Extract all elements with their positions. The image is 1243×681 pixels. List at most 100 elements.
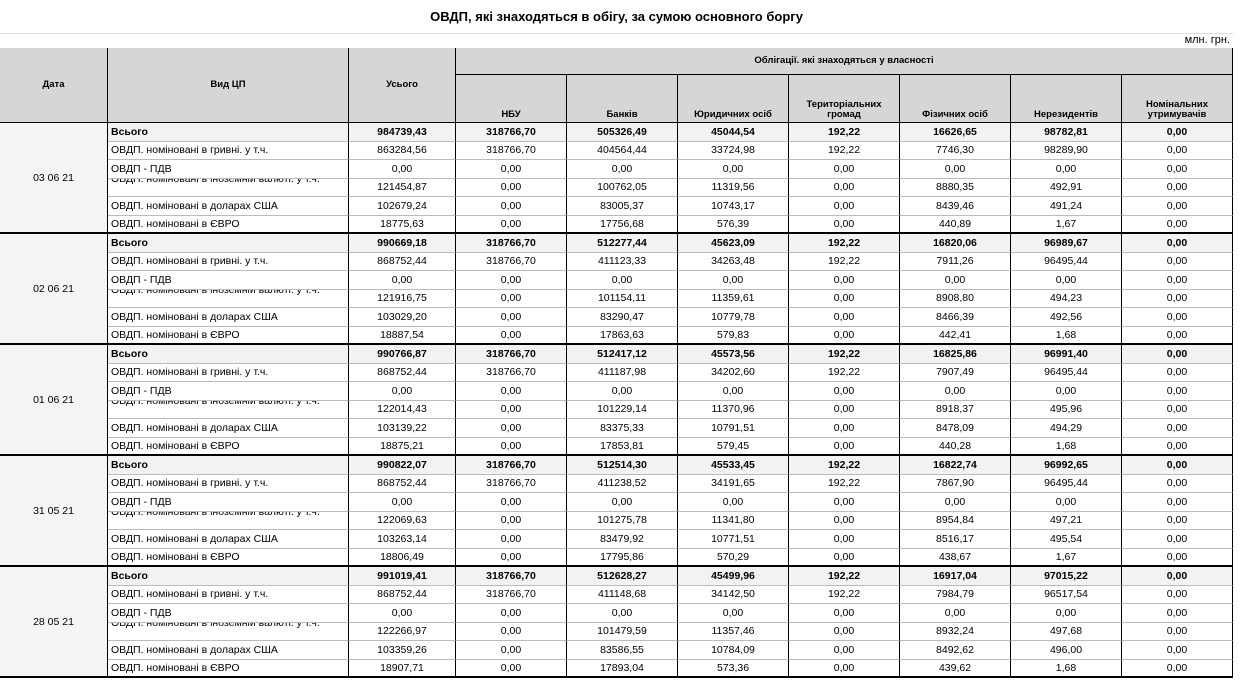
value-cell: 122069,63 bbox=[349, 511, 456, 530]
value-cell: 11370,96 bbox=[678, 400, 789, 419]
value-cell: 0,00 bbox=[1122, 197, 1233, 216]
value-cell: 8908,80 bbox=[900, 289, 1011, 308]
value-cell: 45499,96 bbox=[678, 567, 789, 586]
security-type: ОВДП. номіновані в гривні. у т.ч. bbox=[108, 474, 349, 493]
value-cell: 1,67 bbox=[1011, 215, 1122, 234]
value-cell: 0,00 bbox=[1122, 567, 1233, 586]
value-cell: 1,68 bbox=[1011, 437, 1122, 456]
value-cell: 0,00 bbox=[900, 604, 1011, 623]
value-cell: 0,00 bbox=[456, 178, 567, 197]
value-cell: 576,39 bbox=[678, 215, 789, 234]
value-cell: 192,22 bbox=[789, 363, 900, 382]
security-type: ОВДП. номіновані в гривні. у т.ч. bbox=[108, 363, 349, 382]
value-cell: 96991,40 bbox=[1011, 345, 1122, 364]
value-cell: 0,00 bbox=[789, 419, 900, 438]
value-cell: 0,00 bbox=[456, 641, 567, 660]
security-type: ОВДП. номіновані в гривні. у т.ч. bbox=[108, 141, 349, 160]
value-cell: 102679,24 bbox=[349, 197, 456, 216]
value-cell: 0,00 bbox=[456, 215, 567, 234]
value-cell: 192,22 bbox=[789, 456, 900, 475]
value-cell: 0,00 bbox=[789, 548, 900, 567]
value-cell: 34202,60 bbox=[678, 363, 789, 382]
value-cell: 16822,74 bbox=[900, 456, 1011, 475]
header-date: Дата bbox=[0, 48, 108, 123]
value-cell: 512514,30 bbox=[567, 456, 678, 475]
value-cell: 0,00 bbox=[678, 493, 789, 512]
value-cell: 8439,46 bbox=[900, 197, 1011, 216]
value-cell: 0,00 bbox=[1122, 160, 1233, 179]
value-cell: 0,00 bbox=[678, 271, 789, 290]
value-cell: 1,67 bbox=[1011, 548, 1122, 567]
value-cell: 83005,37 bbox=[567, 197, 678, 216]
value-cell: 8954,84 bbox=[900, 511, 1011, 530]
security-type: ОВДП - ПДВ bbox=[108, 271, 349, 290]
value-cell: 192,22 bbox=[789, 345, 900, 364]
value-cell: 100762,05 bbox=[567, 178, 678, 197]
value-cell: 0,00 bbox=[1122, 641, 1233, 660]
value-cell: 0,00 bbox=[789, 437, 900, 456]
security-type: ОВДП. номіновані в іноземній валюті. у т… bbox=[108, 622, 349, 641]
value-cell: 497,68 bbox=[1011, 622, 1122, 641]
value-cell: 512277,44 bbox=[567, 234, 678, 253]
value-cell: 0,00 bbox=[1122, 345, 1233, 364]
value-cell: 984739,43 bbox=[349, 123, 456, 142]
value-cell: 8516,17 bbox=[900, 530, 1011, 549]
header-owner: Територіальних громад bbox=[789, 75, 900, 123]
value-cell: 0,00 bbox=[1122, 178, 1233, 197]
value-cell: 318766,70 bbox=[456, 456, 567, 475]
header-owner: Номінальних утримувачів bbox=[1122, 75, 1233, 123]
value-cell: 192,22 bbox=[789, 252, 900, 271]
value-cell: 0,00 bbox=[456, 437, 567, 456]
value-cell: 0,00 bbox=[349, 160, 456, 179]
security-type: ОВДП. номіновані в гривні. у т.ч. bbox=[108, 252, 349, 271]
wrapped-text: ОВДП. номіновані в іноземній валюті. у т… bbox=[111, 511, 320, 518]
security-type: Всього bbox=[108, 567, 349, 586]
value-cell: 45533,45 bbox=[678, 456, 789, 475]
value-cell: 0,00 bbox=[1011, 271, 1122, 290]
value-cell: 0,00 bbox=[1122, 530, 1233, 549]
value-cell: 45573,56 bbox=[678, 345, 789, 364]
value-cell: 18875,21 bbox=[349, 437, 456, 456]
security-type: ОВДП. номіновані в ЄВРО bbox=[108, 548, 349, 567]
value-cell: 318766,70 bbox=[456, 474, 567, 493]
header-owner: Банків bbox=[567, 75, 678, 123]
value-cell: 96517,54 bbox=[1011, 585, 1122, 604]
security-type: ОВДП. номіновані в ЄВРО bbox=[108, 437, 349, 456]
security-type: ОВДП. номіновані в ЄВРО bbox=[108, 326, 349, 345]
value-cell: 11319,56 bbox=[678, 178, 789, 197]
value-cell: 0,00 bbox=[1122, 215, 1233, 234]
security-type: ОВДП. номіновані в іноземній валюті. у т… bbox=[108, 289, 349, 308]
value-cell: 570,29 bbox=[678, 548, 789, 567]
value-cell: 103029,20 bbox=[349, 308, 456, 327]
value-cell: 0,00 bbox=[1122, 456, 1233, 475]
value-cell: 0,00 bbox=[789, 160, 900, 179]
value-cell: 192,22 bbox=[789, 123, 900, 142]
value-cell: 0,00 bbox=[456, 511, 567, 530]
value-cell: 192,22 bbox=[789, 234, 900, 253]
security-type: ОВДП. номіновані в гривні. у т.ч. bbox=[108, 585, 349, 604]
value-cell: 10784,09 bbox=[678, 641, 789, 660]
value-cell: 8918,37 bbox=[900, 400, 1011, 419]
value-cell: 990766,87 bbox=[349, 345, 456, 364]
value-cell: 0,00 bbox=[567, 271, 678, 290]
value-cell: 83375,33 bbox=[567, 419, 678, 438]
wrapped-text: ОВДП. номіновані в іноземній валюті. у т… bbox=[111, 289, 320, 296]
value-cell: 868752,44 bbox=[349, 474, 456, 493]
value-cell: 192,22 bbox=[789, 567, 900, 586]
value-cell: 17853,81 bbox=[567, 437, 678, 456]
value-cell: 0,00 bbox=[456, 382, 567, 401]
security-type: ОВДП - ПДВ bbox=[108, 382, 349, 401]
value-cell: 16825,86 bbox=[900, 345, 1011, 364]
value-cell: 0,00 bbox=[1122, 659, 1233, 678]
value-cell: 45623,09 bbox=[678, 234, 789, 253]
value-cell: 34191,65 bbox=[678, 474, 789, 493]
value-cell: 0,00 bbox=[349, 604, 456, 623]
value-cell: 10743,17 bbox=[678, 197, 789, 216]
value-cell: 0,00 bbox=[1122, 474, 1233, 493]
value-cell: 411187,98 bbox=[567, 363, 678, 382]
value-cell: 0,00 bbox=[1011, 604, 1122, 623]
value-cell: 318766,70 bbox=[456, 567, 567, 586]
value-cell: 0,00 bbox=[456, 622, 567, 641]
value-cell: 45044,54 bbox=[678, 123, 789, 142]
value-cell: 868752,44 bbox=[349, 363, 456, 382]
